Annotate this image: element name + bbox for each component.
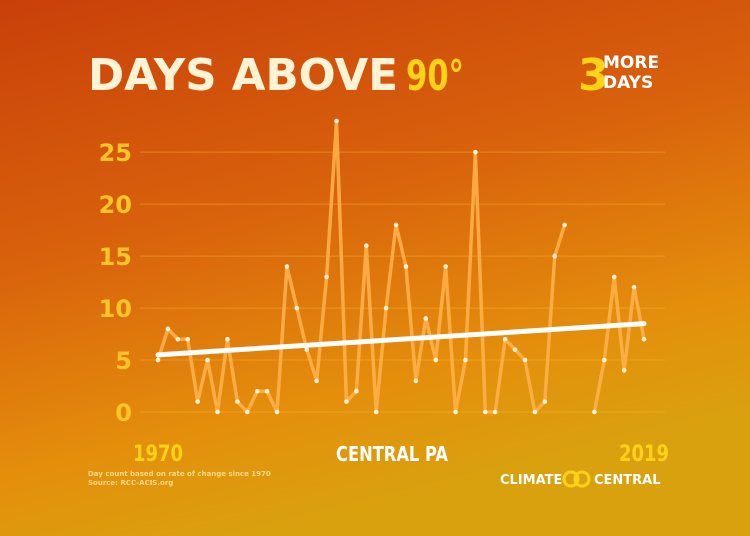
x-tick-label: 2019 — [619, 442, 669, 467]
data-point — [522, 357, 528, 363]
y-tick-label: 15 — [99, 243, 132, 271]
annotation-line: DAYS — [603, 73, 653, 93]
data-point — [175, 336, 181, 342]
data-point — [631, 284, 637, 290]
data-point — [294, 305, 300, 311]
title-highlight: 90° — [406, 51, 464, 100]
data-point — [532, 409, 538, 415]
data-point — [433, 357, 439, 363]
data-point — [443, 264, 448, 269]
data-point — [284, 264, 290, 269]
data-point — [483, 409, 488, 415]
data-point — [611, 274, 617, 280]
y-tick-label: 0 — [115, 399, 132, 427]
trend-line — [155, 321, 647, 358]
data-point — [195, 399, 200, 404]
brand-text: CLIMATE — [500, 473, 562, 488]
footnote: Day count based on rate of change since … — [88, 470, 271, 478]
data-point — [215, 409, 220, 415]
chart-title: DAYS ABOVE — [88, 50, 398, 101]
y-tick-label: 20 — [99, 191, 132, 219]
data-point — [185, 336, 191, 342]
data-point — [562, 222, 567, 228]
data-point — [304, 347, 310, 352]
data-point — [403, 264, 409, 269]
data-point — [354, 388, 359, 394]
y-tick-label: 10 — [99, 295, 132, 323]
x-tick-label: 1970 — [133, 442, 183, 467]
x-axis-label: CENTRAL PA — [336, 442, 448, 466]
data-point — [423, 316, 429, 321]
data-point — [324, 274, 329, 280]
data-point — [542, 399, 548, 404]
data-point — [314, 378, 319, 384]
data-point — [155, 357, 161, 363]
data-point — [621, 368, 627, 373]
footnote: Source: RCC-ACIS.org — [88, 479, 173, 487]
y-tick-label: 25 — [99, 139, 132, 167]
data-point — [165, 326, 171, 332]
annotation-line: MORE — [603, 53, 659, 73]
data-point — [363, 243, 369, 249]
data-point — [393, 222, 399, 228]
data-point — [641, 336, 647, 342]
data-point — [244, 409, 250, 415]
data-point — [473, 149, 478, 155]
logo-ring — [573, 470, 591, 488]
data-point — [334, 118, 339, 124]
y-tick-label: 5 — [115, 347, 132, 375]
data-point — [602, 357, 607, 363]
data-point — [512, 347, 518, 352]
data-point — [502, 336, 508, 342]
data-point — [413, 378, 419, 384]
logo-ring — [562, 470, 580, 488]
data-point — [373, 409, 379, 415]
data-point — [254, 388, 260, 394]
brand-logo — [562, 470, 591, 488]
data-point — [453, 409, 458, 415]
data-point — [344, 399, 349, 404]
data-point — [274, 409, 280, 415]
data-point — [383, 305, 389, 311]
data-point — [235, 399, 240, 404]
data-point — [552, 253, 558, 259]
data-point — [264, 388, 270, 394]
data-point — [463, 357, 468, 363]
data-point — [492, 409, 498, 415]
data-point — [205, 357, 210, 363]
data-point — [225, 336, 230, 342]
data-point — [592, 409, 597, 415]
annotation-number: 3 — [578, 50, 609, 101]
brand-text: CENTRAL — [594, 473, 661, 488]
